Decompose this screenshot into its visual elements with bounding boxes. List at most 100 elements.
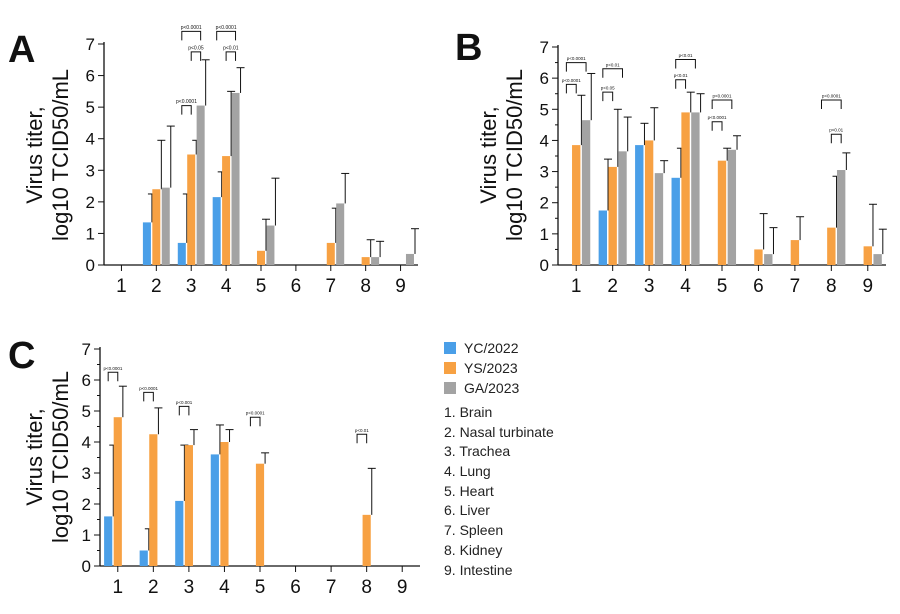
significance-bracket-a <box>216 30 237 41</box>
y-tick-label-b: 6 <box>540 69 549 88</box>
bar-a-ys2023-3 <box>187 154 196 265</box>
y-tick-label-a: 3 <box>86 161 95 180</box>
y-axis-label-b-line2: log10 TCID50/mL <box>502 69 527 241</box>
x-tick-label-b: 5 <box>717 276 728 297</box>
y-tick-label-a: 5 <box>86 98 95 117</box>
significance-bracket-c <box>143 391 154 402</box>
p-value-label-c: p<0.0001 <box>139 386 158 391</box>
y-tick-label-c: 4 <box>82 433 91 452</box>
y-tick-label-b: 1 <box>540 225 549 244</box>
bar-b-ga2023-1 <box>581 120 591 265</box>
bar-b-ga2023-3 <box>654 173 664 265</box>
x-tick-label-b: 1 <box>571 276 582 297</box>
y-tick-label-c: 7 <box>82 340 91 359</box>
significance-bracket-c <box>356 433 368 444</box>
bar-a-ga2023-7 <box>336 203 345 265</box>
significance-bracket-c <box>178 405 190 416</box>
bar-b-ys2023-4 <box>681 112 690 266</box>
x-tick-label-a: 2 <box>151 276 162 297</box>
y-tick-label-b: 4 <box>540 131 549 150</box>
organ-key-item: 9. Intestine <box>444 561 513 578</box>
y-tick-label-c: 2 <box>82 495 91 514</box>
significance-bracket-a <box>225 51 237 61</box>
organ-key-item: 4. Lung <box>444 463 491 480</box>
x-tick-label-c: 8 <box>361 577 372 598</box>
bar-c-ys2023-2 <box>149 434 158 566</box>
x-tick-label-a: 9 <box>395 276 406 297</box>
y-tick-label-c: 6 <box>82 371 91 390</box>
bar-b-ys2023-5 <box>717 160 727 265</box>
x-tick-label-a: 8 <box>360 276 371 297</box>
y-axis-label-b-line1: Virus titer, <box>476 106 501 203</box>
organ-key-item: 8. Kidney <box>444 541 503 558</box>
x-tick-label-b: 6 <box>753 276 764 297</box>
significance-bracket-b <box>565 62 587 72</box>
organ-key-item: 6. Liver <box>444 502 490 519</box>
bar-c-ys2023-3 <box>184 445 193 566</box>
x-tick-label-b: 3 <box>644 276 655 297</box>
x-tick-label-c: 3 <box>184 577 195 598</box>
legend-label-yc2022: YC/2022 <box>464 340 519 356</box>
y-tick-label-c: 1 <box>82 526 91 545</box>
bar-a-ga2023-9 <box>405 253 414 265</box>
bar-b-ga2023-8 <box>836 170 846 265</box>
p-value-label-b: p<0.0001 <box>567 56 586 61</box>
x-tick-label-c: 7 <box>326 577 337 598</box>
x-tick-label-c: 5 <box>255 577 266 598</box>
significance-bracket-a <box>190 51 202 61</box>
p-value-label-a: p<0.05 <box>188 45 204 51</box>
p-value-label-c: p<0.01 <box>355 428 369 433</box>
significance-bracket-c <box>249 416 261 427</box>
organ-key: 1. Brain 2. Nasal turbinate 3. Trachea 4… <box>444 403 664 580</box>
x-tick-label-a: 1 <box>116 276 127 297</box>
legend-item-ys2023: YS/2023 <box>444 358 644 378</box>
bar-b-ga2023-9 <box>873 254 882 265</box>
x-tick-label-c: 4 <box>219 577 230 598</box>
p-value-label-a: p<0.0001 <box>176 99 197 105</box>
bar-a-ys2023-4 <box>222 156 231 265</box>
bar-a-ga2023-4 <box>231 92 240 265</box>
y-tick-label-c: 5 <box>82 402 91 421</box>
bar-c-ys2023-8 <box>362 514 371 566</box>
bar-a-yc2022-4 <box>212 197 221 265</box>
panel-letter-a: A <box>8 29 35 71</box>
y-axis-label-c-line1: Virus titer, <box>22 408 47 505</box>
legend-label-ga2023: GA/2023 <box>464 380 520 396</box>
legend-swatch-yc2022 <box>444 342 456 354</box>
organ-key-item: 1. Brain <box>444 404 493 420</box>
significance-bracket-b <box>675 79 687 89</box>
organ-key-item: 7. Spleen <box>444 522 504 539</box>
series-legend: YC/2022 YS/2023 GA/2023 <box>444 338 644 398</box>
legend-swatch-ga2023 <box>444 382 456 394</box>
bar-c-yc2022-3 <box>175 500 184 566</box>
bar-a-yc2022-3 <box>177 242 186 265</box>
x-tick-label-a: 6 <box>291 276 302 297</box>
bar-a-ys2023-8 <box>361 257 370 265</box>
y-tick-label-a: 7 <box>86 35 95 54</box>
bar-b-ys2023-3 <box>644 140 654 265</box>
x-tick-label-c: 2 <box>148 577 159 598</box>
y-tick-label-c: 0 <box>82 557 91 576</box>
y-tick-label-a: 2 <box>86 193 95 212</box>
y-tick-label-b: 7 <box>540 38 549 57</box>
organ-key-item: 3. Trachea <box>444 443 511 460</box>
significance-bracket-a <box>181 30 202 41</box>
y-axis-label-c-line2: log10 TCID50/mL <box>48 371 73 543</box>
bar-c-ys2023-4 <box>220 442 229 566</box>
bar-b-yc2022-4 <box>671 177 680 265</box>
bar-c-ys2023-1 <box>113 417 122 566</box>
x-tick-label-a: 4 <box>221 276 232 297</box>
p-value-label-b: p<0.0001 <box>562 78 581 83</box>
p-value-label-a: p<0.0001 <box>216 25 237 31</box>
bar-a-ga2023-8 <box>371 257 380 265</box>
bar-a-ga2023-5 <box>266 225 275 265</box>
p-value-label-b: p<0.0001 <box>822 93 841 98</box>
y-axis-label-a-line1: Virus titer, <box>22 106 47 203</box>
significance-bracket-b <box>830 133 842 144</box>
x-tick-label-b: 8 <box>826 276 837 297</box>
significance-bracket-b <box>565 83 577 94</box>
y-tick-label-b: 3 <box>540 163 549 182</box>
bar-a-ys2023-5 <box>256 250 266 265</box>
